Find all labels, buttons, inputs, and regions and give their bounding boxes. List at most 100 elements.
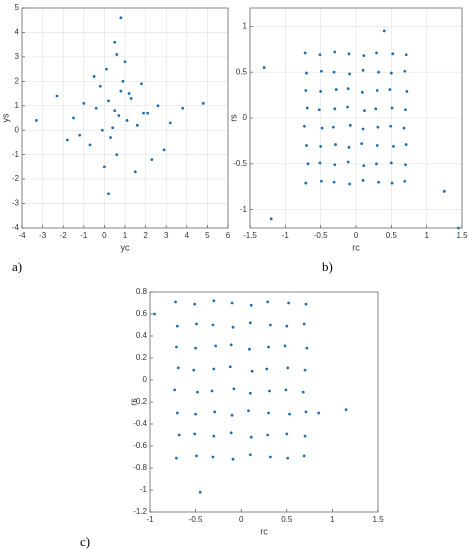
data-point <box>113 40 117 44</box>
data-point <box>317 411 321 415</box>
data-point <box>389 161 393 165</box>
data-point <box>303 51 307 55</box>
data-point <box>318 161 322 165</box>
data-point <box>162 148 166 152</box>
data-point <box>266 300 270 304</box>
data-point <box>389 71 393 75</box>
data-point <box>65 138 69 142</box>
y-tick-label: -1 <box>140 485 148 494</box>
data-point <box>389 124 393 128</box>
data-point <box>78 133 82 137</box>
y-tick-label: 0.4 <box>136 331 148 340</box>
x-tick-label: -2 <box>60 231 68 240</box>
y-tick-label: 4 <box>15 28 20 37</box>
data-point <box>212 299 216 303</box>
data-point <box>362 164 366 168</box>
data-point <box>303 434 307 438</box>
data-point <box>333 50 337 54</box>
y-tick-label: 0.6 <box>136 309 148 318</box>
y-tick-label: -0.8 <box>133 463 147 472</box>
data-point <box>346 105 349 109</box>
data-point <box>211 455 215 459</box>
data-point <box>442 189 446 193</box>
data-point <box>181 106 185 110</box>
data-point <box>404 108 407 112</box>
data-point <box>334 143 337 146</box>
data-point <box>375 89 379 92</box>
data-point <box>82 101 86 105</box>
data-point <box>390 181 394 185</box>
data-point <box>140 82 143 86</box>
data-point <box>305 346 309 350</box>
data-point <box>229 343 233 347</box>
data-point <box>404 143 408 146</box>
y-tick-label: -0.2 <box>133 397 147 406</box>
data-point <box>133 170 137 174</box>
data-point <box>268 455 272 459</box>
data-point <box>195 454 198 458</box>
data-point <box>211 323 215 327</box>
data-point <box>175 345 178 349</box>
data-point <box>119 16 123 20</box>
data-point <box>348 72 352 76</box>
data-point <box>214 344 218 348</box>
x-tick-label: 3 <box>164 231 169 240</box>
data-point <box>334 88 338 91</box>
data-point <box>306 162 310 166</box>
y-tick-label: -0.6 <box>133 441 147 450</box>
data-point <box>117 114 121 117</box>
y-tick-label: 2 <box>15 76 20 85</box>
data-point <box>302 322 306 326</box>
data-point <box>127 92 131 95</box>
y-tick-label: -0.4 <box>133 419 147 428</box>
data-point <box>195 322 198 326</box>
panel-label: b) <box>322 259 333 274</box>
data-point <box>196 390 199 394</box>
data-point <box>457 226 460 230</box>
data-point <box>232 387 236 391</box>
y-axis-label: rs <box>128 398 138 406</box>
data-point <box>248 391 252 395</box>
data-point <box>403 69 407 73</box>
data-point <box>284 388 288 392</box>
data-point <box>377 70 381 74</box>
data-point <box>283 344 287 348</box>
data-point <box>142 111 145 115</box>
data-point <box>212 434 216 438</box>
data-point <box>404 163 407 167</box>
data-point <box>88 143 92 147</box>
x-tick-label: 6 <box>226 231 231 240</box>
data-point <box>362 54 366 58</box>
y-tick-label: -1 <box>240 205 248 214</box>
data-point <box>347 145 351 149</box>
data-point <box>111 126 115 130</box>
data-point <box>360 142 364 146</box>
x-tick-label: 5 <box>205 231 210 240</box>
data-point <box>377 180 381 184</box>
data-point <box>107 99 110 103</box>
data-point <box>305 106 309 110</box>
data-point <box>123 60 127 64</box>
data-point <box>135 123 139 127</box>
data-point <box>388 88 392 91</box>
data-point <box>348 182 352 186</box>
data-point <box>248 321 252 325</box>
data-point <box>286 366 290 370</box>
data-point <box>304 181 308 185</box>
data-point <box>332 70 336 74</box>
data-point <box>193 432 197 436</box>
data-point <box>319 145 323 148</box>
y-tick-label: 0 <box>143 375 148 384</box>
data-point <box>192 368 196 372</box>
data-point <box>319 90 323 93</box>
y-tick-label: -0.5 <box>233 159 247 168</box>
data-point <box>332 180 336 184</box>
x-tick-label: -4 <box>18 231 26 240</box>
x-tick-label: 1 <box>424 231 429 240</box>
data-point <box>247 409 250 413</box>
y-tick-label: -1.2 <box>133 507 147 516</box>
data-point <box>72 116 75 120</box>
data-point <box>156 104 160 108</box>
y-tick-label: 0 <box>243 113 248 122</box>
